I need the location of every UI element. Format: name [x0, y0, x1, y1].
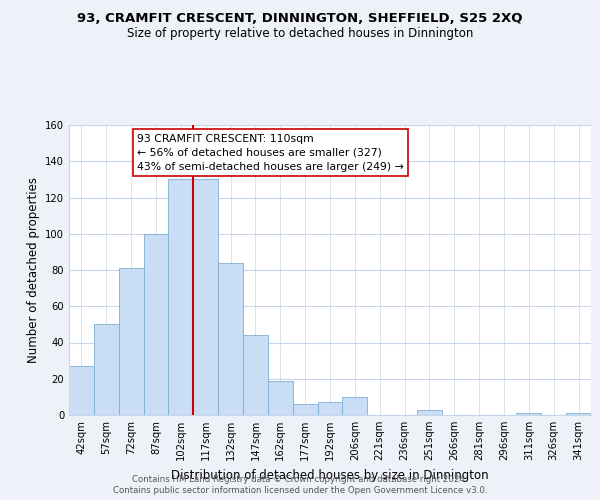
Bar: [218, 263, 243, 415]
Bar: [243, 335, 268, 415]
Bar: [193, 180, 218, 415]
X-axis label: Distribution of detached houses by size in Dinnington: Distribution of detached houses by size …: [171, 468, 489, 481]
Text: Size of property relative to detached houses in Dinnington: Size of property relative to detached ho…: [127, 28, 473, 40]
Bar: [143, 234, 169, 415]
Text: Contains HM Land Registry data © Crown copyright and database right 2024.: Contains HM Land Registry data © Crown c…: [132, 475, 468, 484]
Bar: [268, 380, 293, 415]
Bar: [517, 413, 541, 415]
Text: 93, CRAMFIT CRESCENT, DINNINGTON, SHEFFIELD, S25 2XQ: 93, CRAMFIT CRESCENT, DINNINGTON, SHEFFI…: [77, 12, 523, 26]
Bar: [119, 268, 143, 415]
Text: 93 CRAMFIT CRESCENT: 110sqm
← 56% of detached houses are smaller (327)
43% of se: 93 CRAMFIT CRESCENT: 110sqm ← 56% of det…: [137, 134, 404, 172]
Bar: [317, 402, 343, 415]
Y-axis label: Number of detached properties: Number of detached properties: [26, 177, 40, 363]
Bar: [343, 397, 367, 415]
Bar: [417, 410, 442, 415]
Text: Contains public sector information licensed under the Open Government Licence v3: Contains public sector information licen…: [113, 486, 487, 495]
Bar: [293, 404, 317, 415]
Bar: [169, 180, 193, 415]
Bar: [566, 413, 591, 415]
Bar: [69, 366, 94, 415]
Bar: [94, 324, 119, 415]
